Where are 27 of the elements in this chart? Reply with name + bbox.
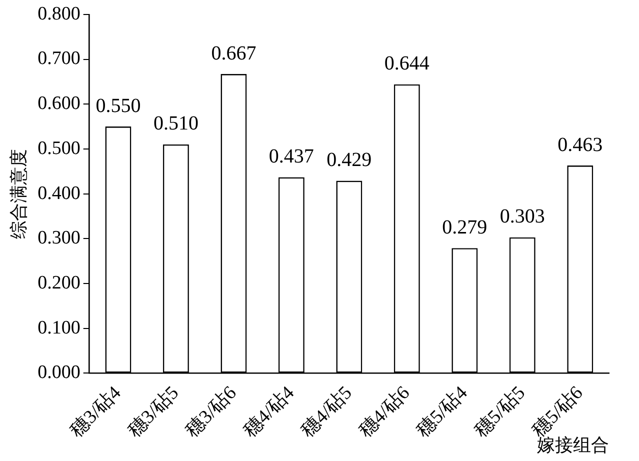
x-tick-label: 穗3/砧6 <box>182 382 241 442</box>
y-tick-label: 0.800 <box>38 3 80 24</box>
data-label: 0.510 <box>153 112 198 135</box>
y-tick-label: 0.500 <box>38 138 80 159</box>
data-label: 0.279 <box>442 216 488 238</box>
data-label: 0.667 <box>211 42 256 64</box>
y-tick-label: 0.200 <box>38 272 80 294</box>
y-tick-label: 0.000 <box>38 362 80 384</box>
x-tick-label: 穗5/砧4 <box>412 382 472 442</box>
y-tick-label: 0.100 <box>38 317 80 338</box>
data-label: 0.644 <box>384 52 430 75</box>
y-tick-label: 0.300 <box>38 228 80 249</box>
y-tick-label: 0.400 <box>38 182 80 204</box>
data-label: 0.429 <box>326 149 372 172</box>
x-tick-label: 穗4/砧4 <box>240 382 299 442</box>
y-tick-label: 0.600 <box>38 93 80 114</box>
data-label: 0.437 <box>268 145 314 168</box>
data-label: 0.303 <box>500 206 545 228</box>
x-tick-label: 穗3/砧5 <box>124 382 184 442</box>
data-label: 0.550 <box>96 94 141 117</box>
x-tick-label: 穗3/砧4 <box>66 382 126 442</box>
y-axis-title: 综合满意度 <box>8 148 29 239</box>
x-tick-label: 穗4/砧5 <box>297 382 356 442</box>
data-label: 0.463 <box>558 134 603 156</box>
y-tick-label: 0.700 <box>38 48 80 70</box>
x-tick-label: 穗5/砧5 <box>470 382 530 442</box>
x-tick-label: 穗4/砧6 <box>355 382 414 442</box>
